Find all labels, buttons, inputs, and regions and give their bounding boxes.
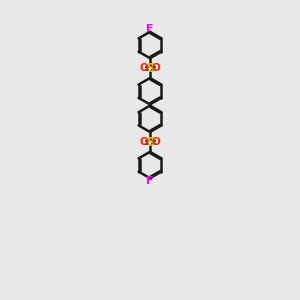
Text: O: O xyxy=(152,137,161,147)
Text: O: O xyxy=(152,63,161,74)
Text: O: O xyxy=(139,137,148,147)
Text: F: F xyxy=(146,176,154,187)
Text: F: F xyxy=(146,23,154,34)
Text: S: S xyxy=(146,62,154,75)
Text: S: S xyxy=(146,136,154,149)
Text: O: O xyxy=(139,63,148,74)
